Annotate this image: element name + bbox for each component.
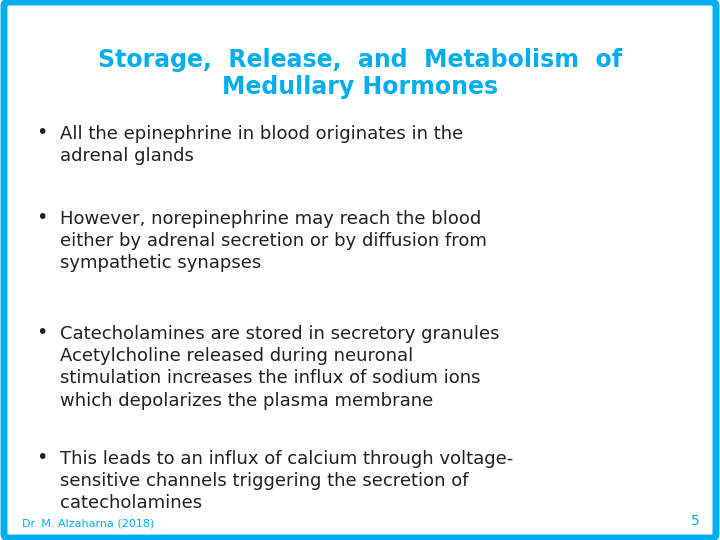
Text: •: • [36, 448, 48, 467]
Text: Dr. M. Alzaharna (2018): Dr. M. Alzaharna (2018) [22, 518, 154, 528]
Text: This leads to an influx of calcium through voltage-
sensitive channels triggerin: This leads to an influx of calcium throu… [60, 450, 513, 512]
Text: •: • [36, 323, 48, 342]
Text: All the epinephrine in blood originates in the
adrenal glands: All the epinephrine in blood originates … [60, 125, 463, 165]
Text: Catecholamines are stored in secretory granules
Acetylcholine released during ne: Catecholamines are stored in secretory g… [60, 325, 500, 410]
Text: •: • [36, 123, 48, 142]
Text: Medullary Hormones: Medullary Hormones [222, 75, 498, 99]
Text: However, norepinephrine may reach the blood
either by adrenal secretion or by di: However, norepinephrine may reach the bl… [60, 210, 487, 272]
Text: 5: 5 [691, 514, 700, 528]
Text: Storage,  Release,  and  Metabolism  of: Storage, Release, and Metabolism of [98, 48, 622, 72]
FancyBboxPatch shape [4, 2, 716, 538]
Text: •: • [36, 208, 48, 227]
